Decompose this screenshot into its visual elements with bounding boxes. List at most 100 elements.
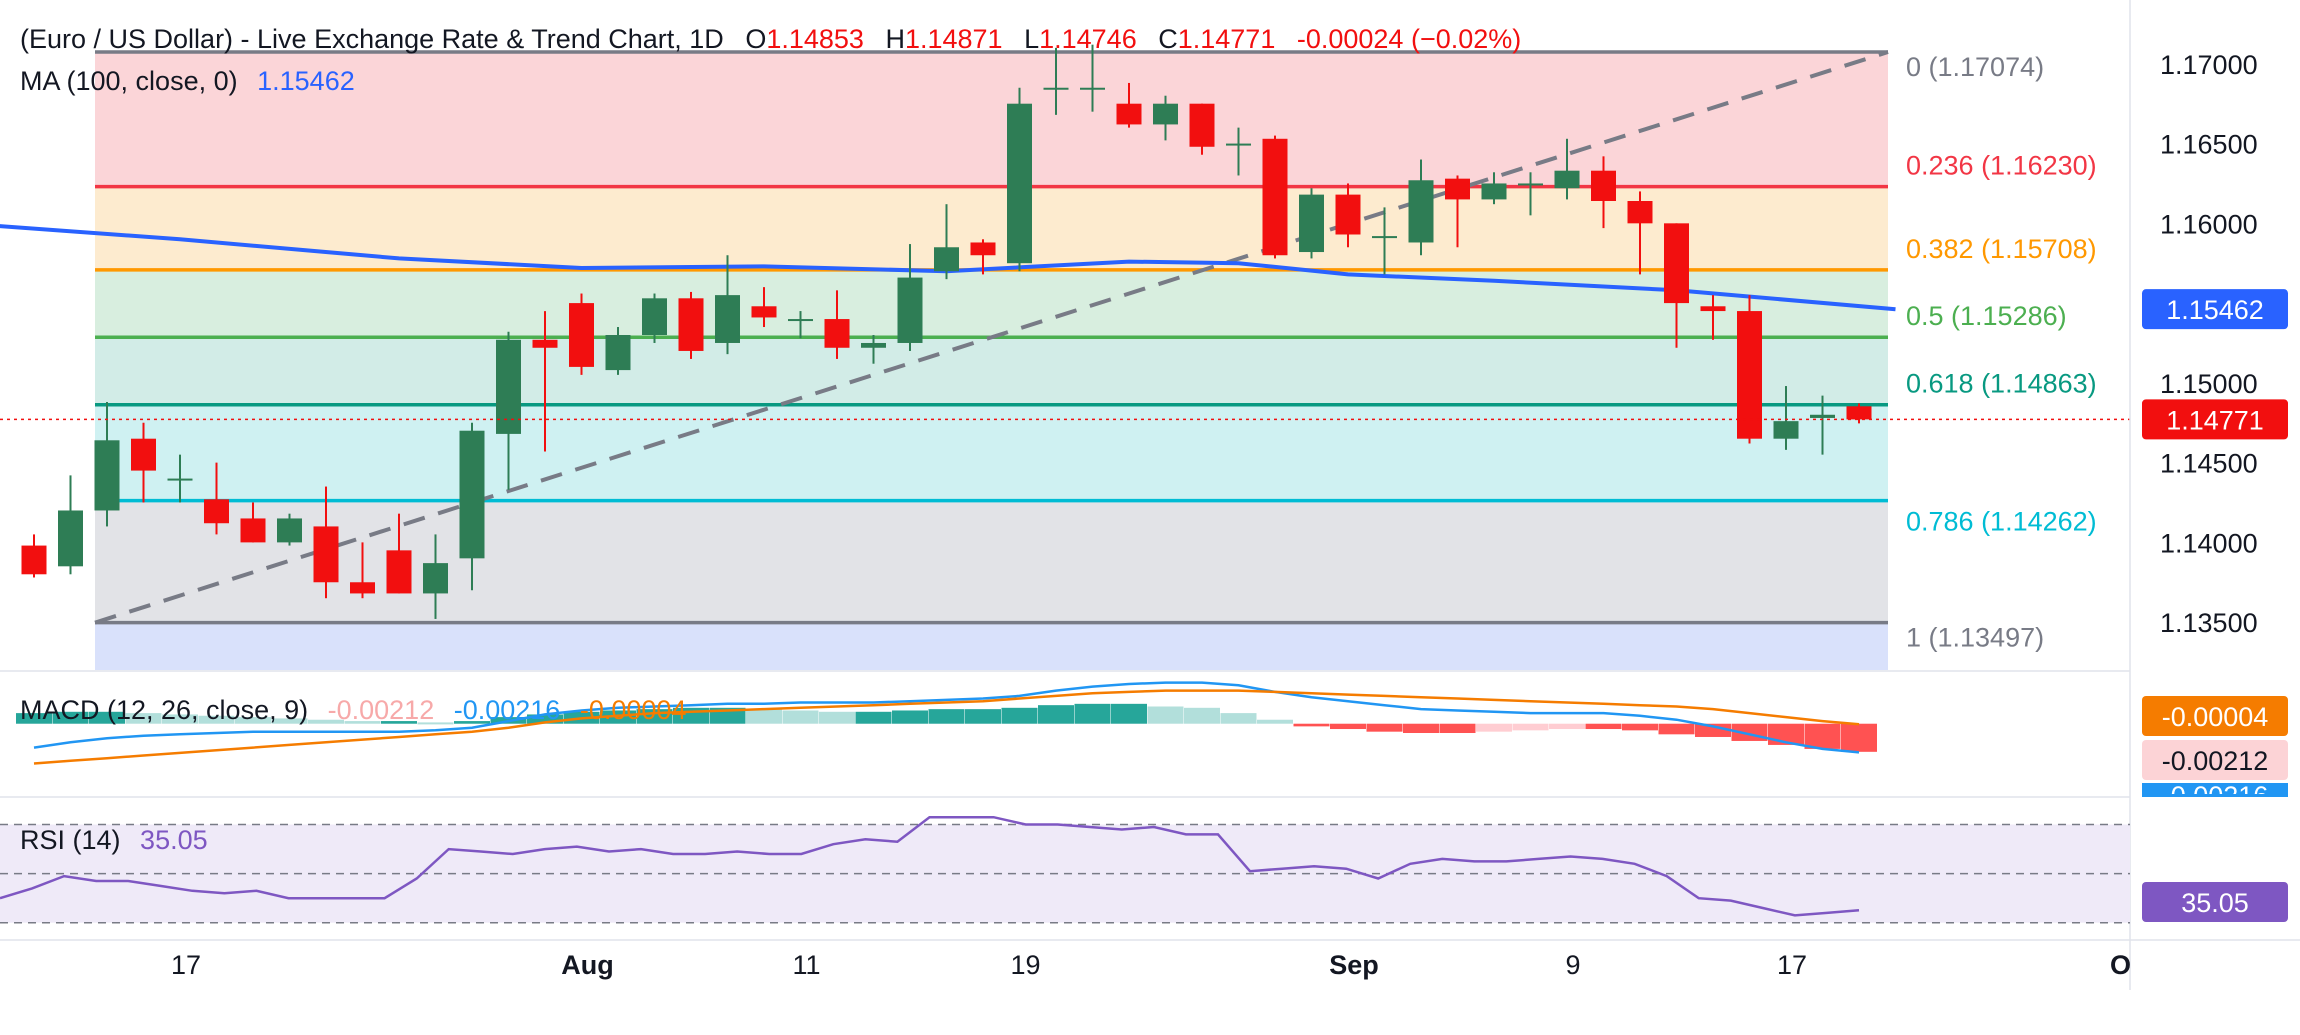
candle-body <box>1664 223 1689 304</box>
candle <box>1043 47 1069 115</box>
candle <box>58 475 83 575</box>
candle-body <box>1554 170 1580 189</box>
macd-histogram-bar <box>1658 723 1695 735</box>
candle-body <box>1335 194 1361 235</box>
macd-legend-signal: -0.00004 <box>580 695 687 725</box>
macd-line-badge-bg <box>2142 783 2288 797</box>
macd-histogram-bar <box>1476 723 1512 732</box>
macd-histogram-bar <box>1366 723 1403 732</box>
candle-body <box>1810 414 1835 418</box>
macd-histogram-bar <box>235 717 271 724</box>
candle-body <box>1846 406 1872 420</box>
macd-histogram-bar <box>16 713 52 724</box>
candle <box>1189 103 1215 155</box>
candle <box>1080 44 1105 112</box>
chart-title: (Euro / US Dollar) - Live Exchange Rate … <box>20 24 724 54</box>
macd-histogram-bar <box>1001 707 1038 724</box>
candle-body <box>423 563 448 594</box>
candle <box>1518 172 1543 216</box>
candle <box>788 311 813 339</box>
macd-histogram-bar <box>855 711 892 724</box>
macd-hist-badge: -0.00212 <box>2162 746 2269 776</box>
macd-histogram-bar <box>1549 723 1585 730</box>
candle <box>605 327 631 375</box>
rsi-legend-value: 35.05 <box>140 825 208 855</box>
macd-histogram-bar <box>965 709 1001 724</box>
candle <box>1700 295 1726 340</box>
macd-histogram-bar <box>1585 723 1622 730</box>
macd-legend-macd: -0.00216 <box>454 695 561 725</box>
low-label: L <box>1024 24 1039 54</box>
ma-price-badge: 1.15462 <box>2166 295 2264 325</box>
candle <box>313 486 339 599</box>
candle <box>1591 156 1616 229</box>
candle-body <box>204 499 229 524</box>
time-tick-label: Aug <box>561 950 613 980</box>
candle-body <box>1299 194 1324 253</box>
time-tick-label: 11 <box>792 950 820 980</box>
rsi-legend-label: RSI (14) <box>20 825 121 855</box>
candle <box>21 534 47 578</box>
time-tick-label: O <box>2110 950 2131 980</box>
candle <box>861 335 886 364</box>
price-tick-label: 1.15000 <box>2160 369 2258 399</box>
macd-legend[interactable]: MACD (12, 26, close, 9) -0.00212 -0.0021… <box>20 695 686 725</box>
candle-body <box>715 295 740 343</box>
price-tick-label: 1.14000 <box>2160 528 2258 558</box>
candle <box>824 290 850 359</box>
candle <box>1664 223 1689 348</box>
macd-histogram-bar <box>1512 723 1549 731</box>
macd-histogram-bar <box>344 721 381 724</box>
macd-histogram-bar <box>1038 705 1074 724</box>
fib-level-label: 1 (1.13497) <box>1906 623 2044 653</box>
time-axis[interactable]: 17 Aug 11 19 Sep 9 17 O <box>171 950 2131 980</box>
macd-histogram-bar <box>1257 719 1293 724</box>
candle <box>642 293 667 343</box>
ma-price-badge-bg <box>2142 289 2288 330</box>
candle-body <box>569 303 594 367</box>
candle <box>715 255 740 355</box>
candle <box>1554 138 1580 200</box>
candle-body <box>1372 236 1397 239</box>
ma-legend[interactable]: MA (100, close, 0) 1.15462 <box>20 66 355 96</box>
macd-histogram-bar <box>1403 723 1439 733</box>
candle-body <box>1591 170 1616 201</box>
fib-zone <box>95 337 1888 405</box>
chart-legend-header[interactable]: (Euro / US Dollar) - Live Exchange Rate … <box>20 24 1521 54</box>
open-value: 1.14853 <box>766 24 864 54</box>
last-price-badge-bg <box>2142 399 2288 440</box>
price-tick-label: 1.16000 <box>2160 209 2258 239</box>
macd-lines <box>33 681 1860 765</box>
macd-histogram-bar <box>1220 713 1257 724</box>
candle-body <box>897 277 923 343</box>
candle <box>1810 395 1835 455</box>
fib-zone <box>95 186 1888 270</box>
axis-badges: 1.154621.14771-0.00004-0.00212-0.0021635… <box>2142 289 2288 922</box>
candle-body <box>1518 183 1543 186</box>
candle <box>167 454 193 503</box>
fib-trend-segment <box>94 50 1889 625</box>
rsi-legend[interactable]: RSI (14) 35.05 <box>20 825 208 855</box>
macd-histogram-bar <box>162 714 198 724</box>
macd-histogram <box>16 703 1877 752</box>
candle <box>1481 172 1507 205</box>
time-tick-label: Sep <box>1329 950 1379 980</box>
macd-hist-badge-bg <box>2142 740 2288 780</box>
candle <box>532 311 558 452</box>
macd-histogram-bar <box>1695 723 1731 737</box>
candle <box>1372 207 1397 275</box>
macd-signal-badge-bg <box>2142 696 2288 736</box>
fib-labels: 0 (1.17074) 0.236 (1.16230) 0.382 (1.15708… <box>1906 52 2097 653</box>
macd-histogram-bar <box>271 718 308 724</box>
candle <box>1737 295 1762 444</box>
candle-body <box>1116 103 1142 125</box>
macd-histogram-bar <box>52 711 89 724</box>
fib-zone <box>95 404 1888 501</box>
fib-level-label: 0.786 (1.14262) <box>1906 507 2097 537</box>
candle-body <box>277 518 302 543</box>
candle <box>131 422 156 503</box>
candle-body <box>970 242 996 256</box>
candle <box>897 244 923 351</box>
candle-body <box>1445 178 1470 200</box>
